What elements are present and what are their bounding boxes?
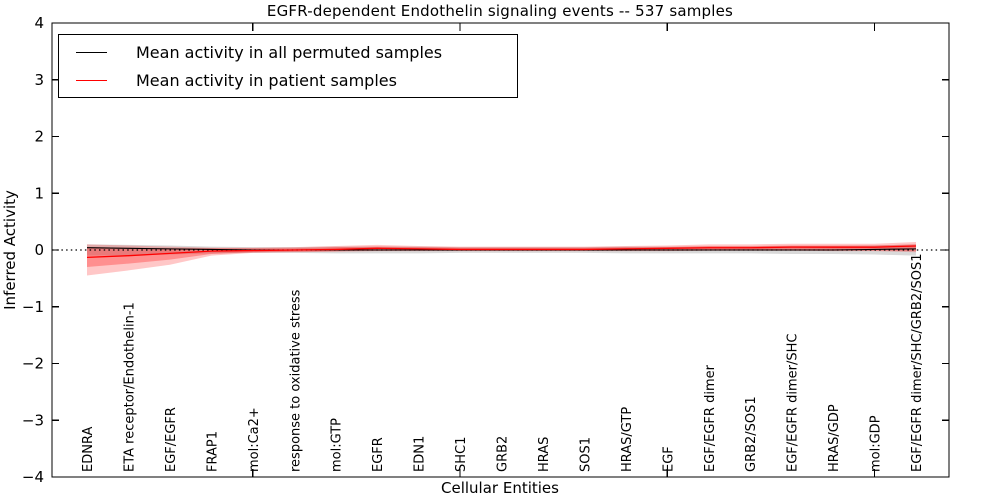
entity-tick-label: HRAS — [537, 437, 552, 472]
y-tick-label: 3 — [34, 71, 44, 89]
entity-tick-label: ETA receptor/Endothelin-1 — [122, 302, 137, 472]
entity-tick-label: FRAP1 — [205, 431, 220, 472]
entity-tick-label: EGFR — [371, 437, 386, 472]
entity-tick-label: HRAS/GDP — [827, 404, 842, 472]
y-tick-label: −4 — [22, 468, 44, 486]
legend-label: Mean activity in patient samples — [136, 70, 397, 90]
entity-tick-label: SOS1 — [578, 437, 593, 472]
entity-tick-label: EGF/EGFR — [164, 407, 179, 472]
legend-line-red — [76, 79, 107, 81]
y-tick-label: 4 — [34, 14, 44, 32]
entity-tick-label: mol:GDP — [869, 415, 884, 472]
entity-tick-label: HRAS/GTP — [620, 407, 635, 472]
series-line-1 — [86, 245, 917, 259]
entity-tick-label: EGF/EGFR dimer — [703, 364, 718, 472]
entity-tick-label: EDN1 — [413, 436, 428, 472]
legend: Mean activity in all permuted samples Me… — [58, 34, 518, 98]
entity-tick-label: GRB2 — [496, 436, 511, 472]
y-tick-label: 0 — [34, 241, 44, 259]
x-axis-title: Cellular Entities — [441, 479, 559, 497]
y-tick-label: 2 — [34, 128, 44, 146]
entity-tick-label: EGF — [661, 446, 676, 472]
legend-item-permuted: Mean activity in all permuted samples — [59, 43, 517, 62]
entity-tick-label: mol:GTP — [330, 418, 345, 472]
entity-tick-label: EGF/EGFR dimer/SHC/GRB2/SOS1 — [910, 254, 925, 473]
legend-label: Mean activity in all permuted samples — [136, 42, 443, 62]
entity-tick-label: EDNRA — [81, 427, 96, 472]
entity-tick-label: mol:Ca2+ — [247, 407, 262, 472]
chart-title: EGFR-dependent Endothelin signaling even… — [266, 2, 734, 20]
entity-tick-label: response to oxidative stress — [288, 289, 303, 472]
legend-item-patient: Mean activity in patient samples — [59, 71, 517, 90]
entity-tick-label: SHC1 — [454, 437, 469, 472]
entity-tick-label: GRB2/SOS1 — [744, 396, 759, 472]
legend-line-black — [76, 51, 107, 53]
entity-tick-label: EGF/EGFR dimer/SHC — [786, 334, 801, 472]
y-tick-label: −2 — [22, 355, 44, 373]
y-tick-label: −3 — [22, 411, 44, 429]
y-tick-label: −1 — [22, 298, 44, 316]
y-tick-label: 1 — [34, 184, 44, 202]
